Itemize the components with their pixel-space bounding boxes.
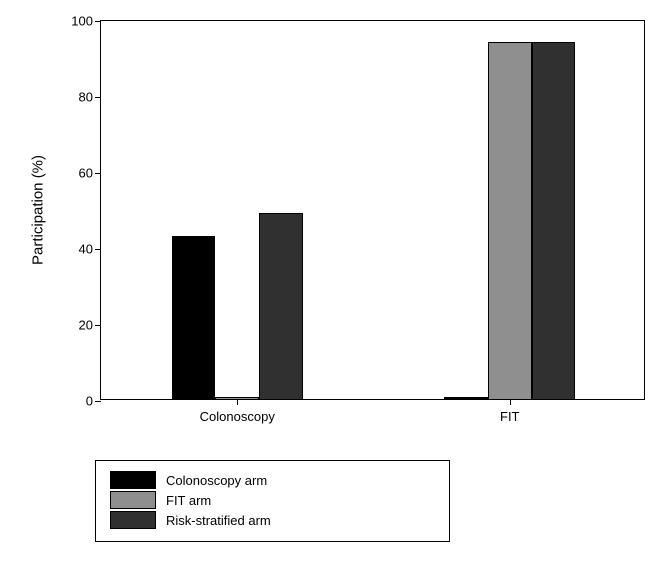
y-tick-label: 100	[71, 14, 101, 29]
y-tick-label: 80	[79, 90, 101, 105]
legend: Colonoscopy arm FIT arm Risk-stratified ar…	[95, 460, 450, 542]
bar	[259, 213, 303, 399]
legend-swatch	[110, 491, 156, 509]
legend-label: Risk-stratified arm	[166, 513, 271, 528]
legend-item: Colonoscopy arm	[110, 471, 435, 489]
y-tick-label: 40	[79, 242, 101, 257]
x-tick-label: Colonoscopy	[200, 399, 275, 424]
legend-label: Colonoscopy arm	[166, 473, 267, 488]
bar	[444, 397, 488, 399]
plot-area: 020406080100ColonoscopyFIT	[100, 20, 645, 400]
legend-swatch	[110, 511, 156, 529]
legend-item: Risk-stratified arm	[110, 511, 435, 529]
bar	[488, 42, 532, 399]
legend-swatch	[110, 471, 156, 489]
bar	[215, 397, 259, 399]
legend-label: FIT arm	[166, 493, 211, 508]
y-axis-label: Participation (%)	[30, 155, 47, 265]
y-tick-label: 0	[86, 394, 101, 409]
y-tick-label: 60	[79, 166, 101, 181]
bar	[532, 42, 576, 399]
legend-item: FIT arm	[110, 491, 435, 509]
bar	[172, 236, 216, 399]
x-tick-label: FIT	[500, 399, 520, 424]
y-tick-label: 20	[79, 318, 101, 333]
participation-bar-chart: 020406080100ColonoscopyFIT Participation…	[0, 0, 669, 575]
